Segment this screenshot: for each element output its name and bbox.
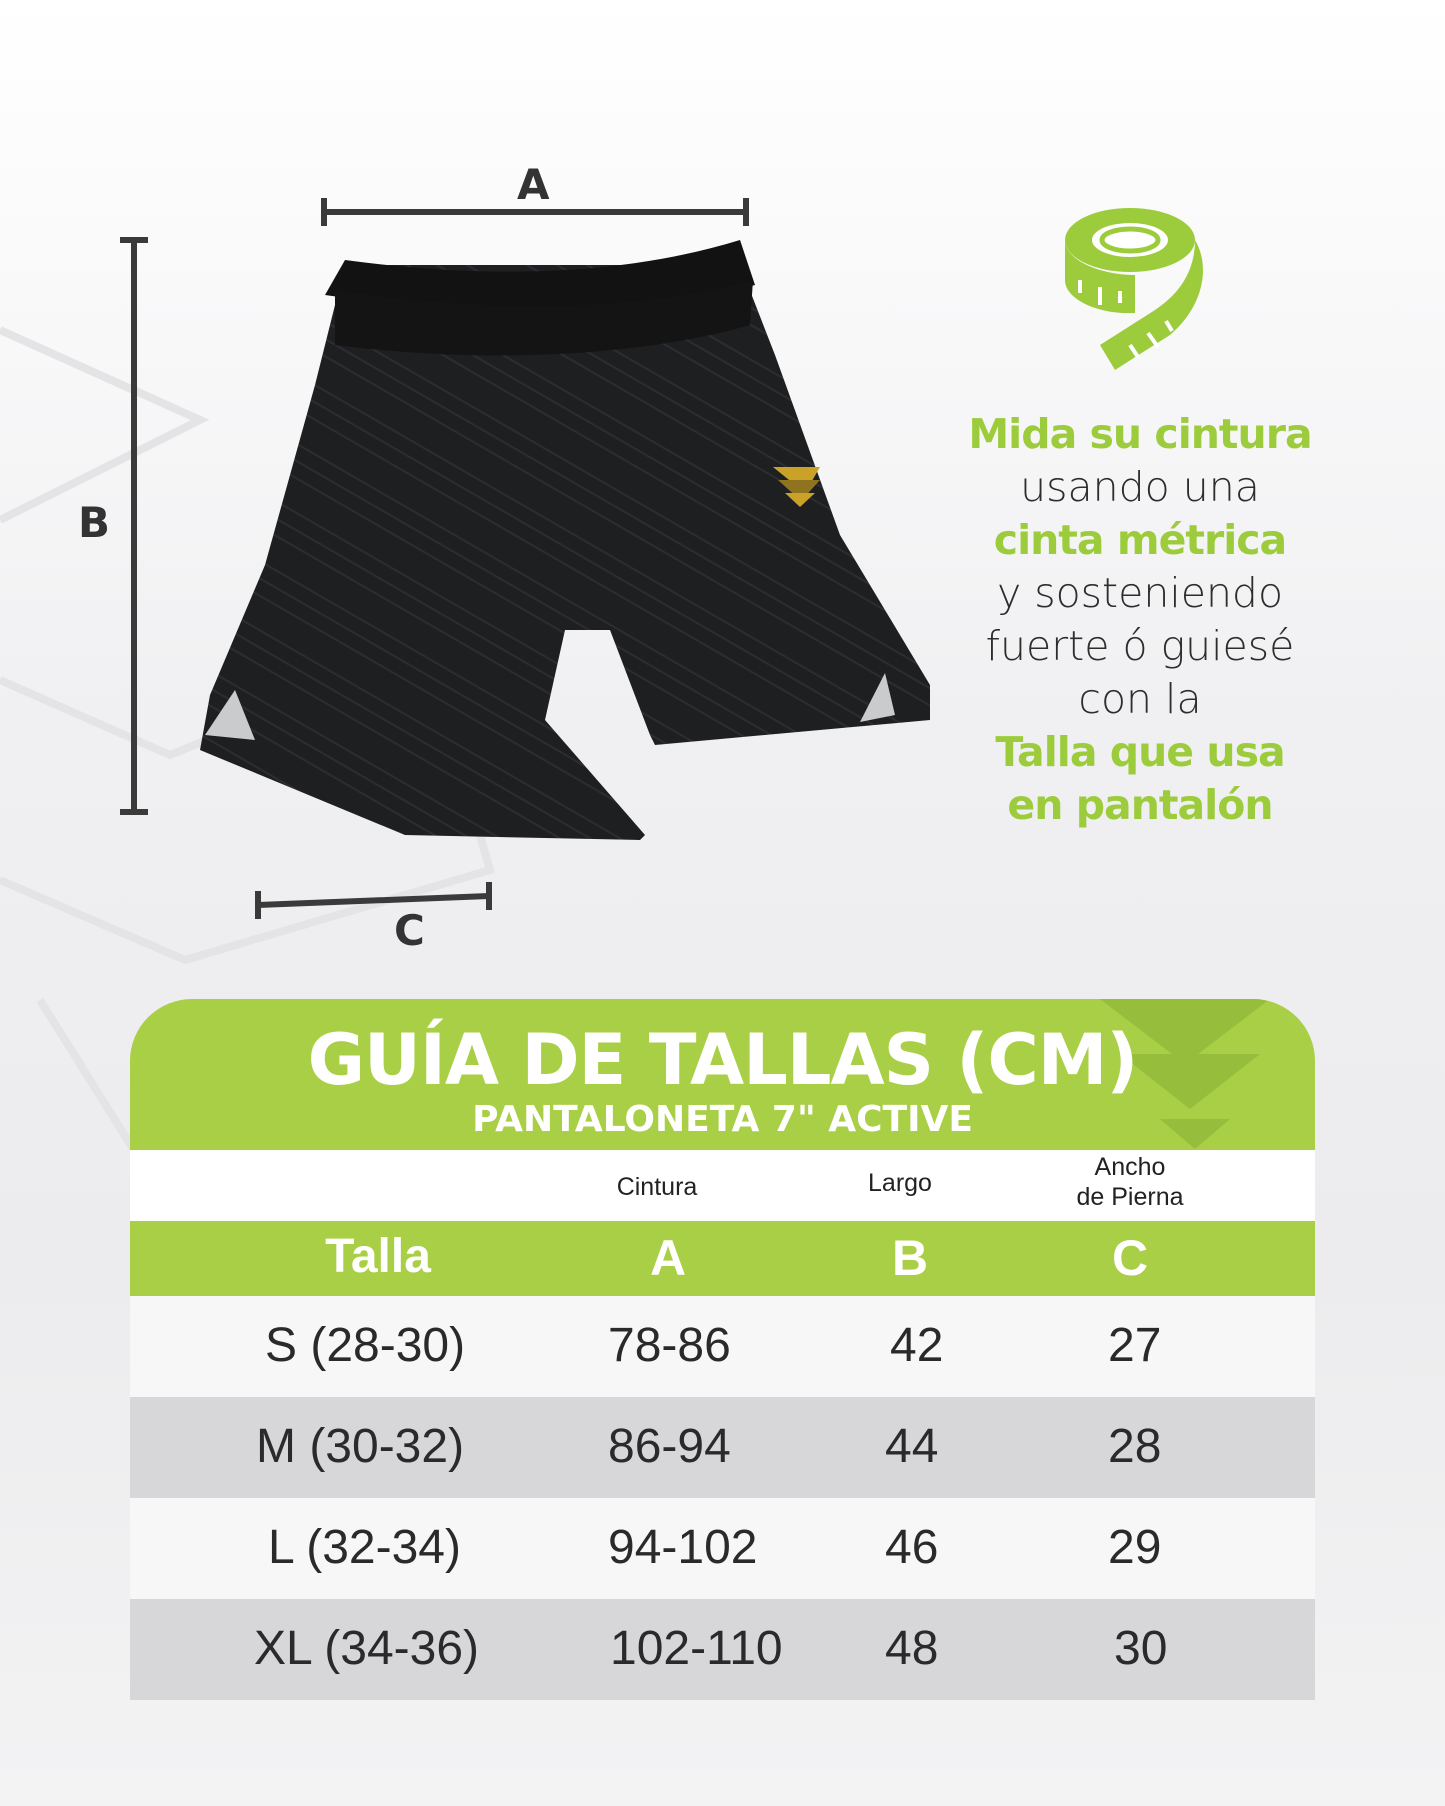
- dimension-b-label: B: [78, 498, 111, 547]
- column-desc-a: Cintura: [616, 1173, 698, 1201]
- header-a: A: [649, 1230, 687, 1286]
- table-row: S (28-30) 78-86 42 27: [130, 1296, 1315, 1397]
- instruction-line: con la: [1078, 675, 1202, 723]
- waist-cell: 94-102: [608, 1521, 758, 1574]
- chevron-logo-icon: [773, 467, 820, 507]
- waist-cell: 102-110: [610, 1622, 783, 1675]
- dimension-c-line: [257, 893, 490, 908]
- instruction-line: y sosteniendo: [996, 569, 1284, 617]
- instruction-line: usando una: [1020, 463, 1260, 511]
- column-descriptions: Cintura Largo Ancho de Pierna: [130, 1150, 1315, 1221]
- instruction-line: Mida su cintura: [968, 410, 1312, 458]
- table-title-banner: GUÍA DE TALLAS (CM) PANTALONETA 7" ACTIV…: [130, 999, 1315, 1150]
- waist-cell: 86-94: [608, 1420, 731, 1473]
- chevron-decoration-icon: [1100, 999, 1270, 1149]
- column-desc-c: Ancho de Pierna: [1076, 1152, 1183, 1212]
- leg-width-cell: 28: [1108, 1420, 1162, 1473]
- length-cell: 46: [885, 1521, 939, 1574]
- header-talla: Talla: [325, 1230, 431, 1283]
- length-cell: 48: [885, 1622, 939, 1675]
- column-desc-c-line2: de Pierna: [1076, 1183, 1184, 1211]
- leg-width-cell: 30: [1114, 1622, 1168, 1675]
- dimension-c-label: C: [394, 906, 425, 955]
- length-cell: 42: [890, 1319, 944, 1372]
- table-subtitle: PANTALONETA 7" ACTIVE: [472, 1099, 973, 1140]
- size-guide-table: GUÍA DE TALLAS (CM) PANTALONETA 7" ACTIV…: [130, 999, 1315, 1700]
- leg-width-cell: 27: [1108, 1319, 1162, 1372]
- shorts-image: [200, 240, 930, 840]
- size-cell: L (32-34): [268, 1521, 461, 1574]
- header-b: B: [891, 1230, 929, 1286]
- column-desc-b: Largo: [868, 1169, 932, 1197]
- instruction-line: en pantalón: [1007, 781, 1273, 829]
- table-title: GUÍA DE TALLAS (CM): [307, 1019, 1139, 1101]
- table-row: XL (34-36) 102-110 48 30: [130, 1599, 1315, 1700]
- dimension-a-label: A: [517, 160, 550, 209]
- measuring-tape-icon: [1065, 208, 1203, 370]
- waist-cell: 78-86: [608, 1319, 731, 1372]
- instruction-line: Talla que usa: [995, 728, 1285, 776]
- header-c: C: [1111, 1230, 1149, 1286]
- table-row: M (30-32) 86-94 44 28: [130, 1397, 1315, 1498]
- column-desc-c-line1: Ancho: [1094, 1153, 1166, 1181]
- size-cell: M (30-32): [256, 1420, 465, 1473]
- size-cell: XL (34-36): [254, 1622, 479, 1675]
- instruction-line: cinta métrica: [993, 516, 1287, 564]
- leg-width-cell: 29: [1108, 1521, 1162, 1574]
- size-cell: S (28-30): [265, 1319, 466, 1372]
- column-headers: Talla A B C: [130, 1221, 1315, 1296]
- table-row: L (32-34) 94-102 46 29: [130, 1498, 1315, 1599]
- instruction-line: fuerte ó guiesé: [985, 622, 1295, 670]
- length-cell: 44: [885, 1420, 939, 1473]
- measurement-instructions: Mida su cintura usando una cinta métrica…: [950, 408, 1330, 832]
